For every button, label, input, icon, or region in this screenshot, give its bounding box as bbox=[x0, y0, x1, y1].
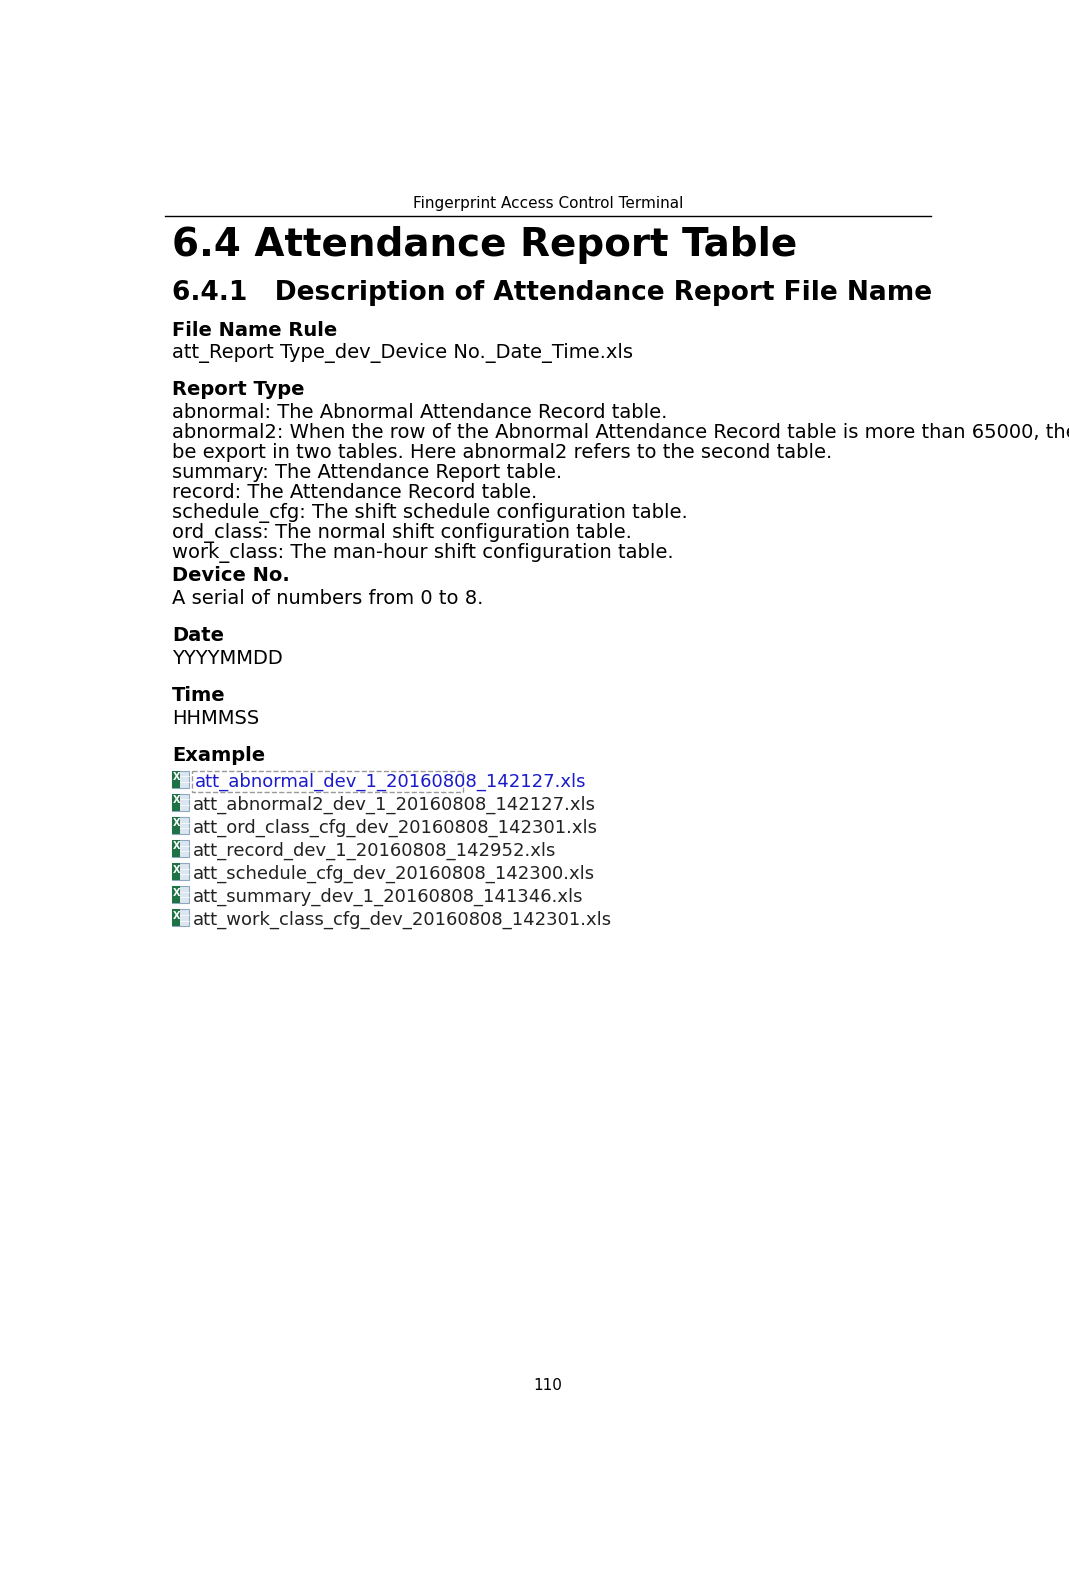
Text: work_class: The man-hour shift configuration table.: work_class: The man-hour shift configura… bbox=[172, 542, 673, 563]
Bar bbox=[172, 887, 189, 904]
Bar bbox=[172, 770, 180, 788]
Text: YYYYMMDD: YYYYMMDD bbox=[172, 649, 283, 668]
Bar bbox=[172, 817, 180, 833]
Text: att_record_dev_1_20160808_142952.xls: att_record_dev_1_20160808_142952.xls bbox=[193, 841, 557, 860]
Text: att_schedule_cfg_dev_20160808_142300.xls: att_schedule_cfg_dev_20160808_142300.xls bbox=[193, 865, 595, 883]
Text: X: X bbox=[172, 910, 180, 921]
Text: X: X bbox=[172, 819, 180, 828]
Text: File Name Rule: File Name Rule bbox=[172, 321, 338, 340]
Bar bbox=[172, 909, 189, 926]
Text: X: X bbox=[172, 865, 180, 874]
Text: Report Type: Report Type bbox=[172, 379, 305, 399]
Text: att_abnormal2_dev_1_20160808_142127.xls: att_abnormal2_dev_1_20160808_142127.xls bbox=[193, 795, 597, 814]
Bar bbox=[172, 794, 189, 811]
Text: Example: Example bbox=[172, 747, 265, 766]
Text: 6.4 Attendance Report Table: 6.4 Attendance Report Table bbox=[172, 226, 797, 264]
Text: X: X bbox=[172, 888, 180, 898]
Text: att_ord_class_cfg_dev_20160808_142301.xls: att_ord_class_cfg_dev_20160808_142301.xl… bbox=[193, 819, 599, 836]
Bar bbox=[172, 863, 189, 880]
Bar bbox=[172, 794, 180, 811]
Bar bbox=[172, 839, 189, 857]
Text: HHMMSS: HHMMSS bbox=[172, 709, 260, 728]
Text: Fingerprint Access Control Terminal: Fingerprint Access Control Terminal bbox=[413, 196, 683, 211]
Bar bbox=[172, 909, 180, 926]
Text: att_abnormal_dev_1_20160808_142127.xls: att_abnormal_dev_1_20160808_142127.xls bbox=[195, 772, 587, 791]
Text: Date: Date bbox=[172, 626, 224, 645]
Bar bbox=[172, 770, 189, 788]
Bar bbox=[172, 863, 180, 880]
Text: att_summary_dev_1_20160808_141346.xls: att_summary_dev_1_20160808_141346.xls bbox=[193, 888, 584, 905]
Text: att_work_class_cfg_dev_20160808_142301.xls: att_work_class_cfg_dev_20160808_142301.x… bbox=[193, 910, 613, 929]
Text: Time: Time bbox=[172, 685, 226, 706]
Text: X: X bbox=[172, 772, 180, 783]
Text: X: X bbox=[172, 795, 180, 805]
Text: schedule_cfg: The shift schedule configuration table.: schedule_cfg: The shift schedule configu… bbox=[172, 503, 688, 523]
Bar bbox=[172, 839, 180, 857]
Bar bbox=[172, 887, 180, 904]
Bar bbox=[172, 817, 189, 833]
Text: 6.4.1   Description of Attendance Report File Name: 6.4.1 Description of Attendance Report F… bbox=[172, 280, 932, 305]
Text: be export in two tables. Here abnormal2 refers to the second table.: be export in two tables. Here abnormal2 … bbox=[172, 443, 833, 462]
Text: abnormal: The Abnormal Attendance Record table.: abnormal: The Abnormal Attendance Record… bbox=[172, 402, 668, 421]
Text: A serial of numbers from 0 to 8.: A serial of numbers from 0 to 8. bbox=[172, 590, 484, 608]
Bar bbox=[191, 770, 463, 792]
Text: abnormal2: When the row of the Abnormal Attendance Record table is more than 650: abnormal2: When the row of the Abnormal … bbox=[172, 423, 1069, 442]
Text: 110: 110 bbox=[533, 1379, 562, 1393]
Text: ord_class: The normal shift configuration table.: ord_class: The normal shift configuratio… bbox=[172, 523, 632, 542]
Text: record: The Attendance Record table.: record: The Attendance Record table. bbox=[172, 483, 538, 501]
Text: Device No.: Device No. bbox=[172, 566, 290, 585]
Text: summary: The Attendance Report table.: summary: The Attendance Report table. bbox=[172, 462, 562, 481]
Text: att_Report Type_dev_Device No._Date_Time.xls: att_Report Type_dev_Device No._Date_Time… bbox=[172, 343, 633, 363]
Text: X: X bbox=[172, 841, 180, 852]
